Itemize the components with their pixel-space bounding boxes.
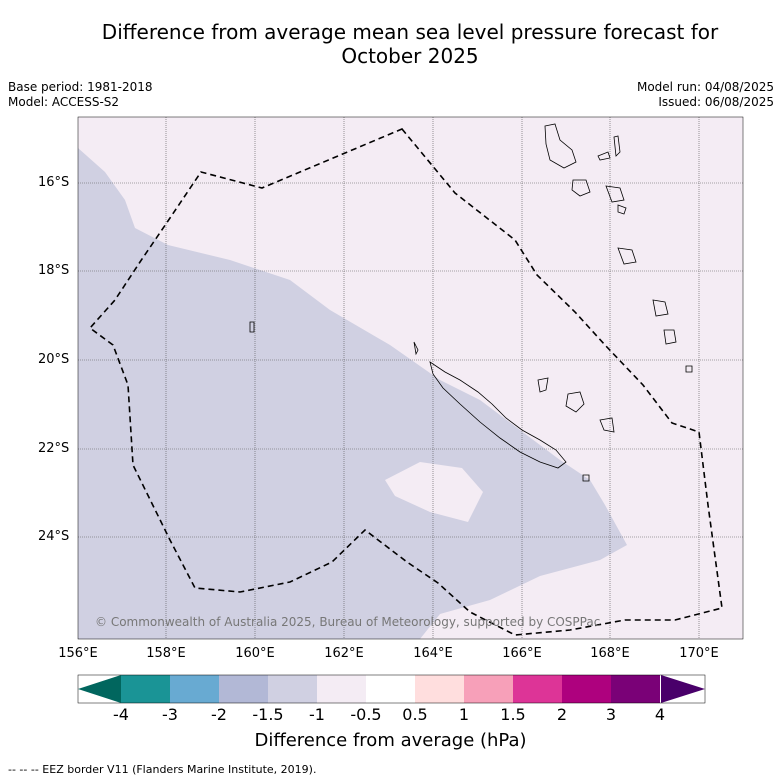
erromango-coast bbox=[617, 247, 637, 265]
model-info-left: Base period: 1981-2018 Model: ACCESS-S2 bbox=[8, 80, 153, 110]
efate-coast bbox=[605, 185, 625, 203]
colorbar-tick-label: -1.5 bbox=[252, 705, 284, 724]
chesterfield-coast bbox=[249, 321, 255, 333]
model-name: Model: ACCESS-S2 bbox=[8, 95, 120, 109]
vanuatu-coast-3 bbox=[613, 135, 621, 157]
lat-label-22s: 22°S bbox=[38, 441, 70, 456]
colorbar-over-arrow bbox=[661, 675, 705, 703]
lat-label-24s: 24°S bbox=[38, 529, 70, 544]
colorbar-segment bbox=[611, 675, 660, 703]
colorbar-segments bbox=[121, 675, 660, 703]
lon-label-162e: 162°E bbox=[324, 646, 364, 661]
lat-label-20s: 20°S bbox=[38, 352, 70, 367]
new-caledonia-coast bbox=[429, 361, 567, 469]
anomaly-island-minus1 bbox=[385, 462, 483, 522]
lon-label-166e: 166°E bbox=[502, 646, 542, 661]
colorbar-segment bbox=[219, 675, 268, 703]
colorbar-tick-label: -1 bbox=[309, 705, 325, 724]
model-info-right: Model run: 04/08/2025 Issued: 06/08/2025 bbox=[637, 80, 774, 110]
map-copyright: © Commonwealth of Australia 2025, Bureau… bbox=[95, 615, 600, 629]
coastlines bbox=[249, 123, 693, 482]
colorbar-tick-label: -3 bbox=[162, 705, 178, 724]
colorbar-tick-label: -4 bbox=[113, 705, 129, 724]
lon-label-160e: 160°E bbox=[235, 646, 275, 661]
colorbar-segment bbox=[513, 675, 562, 703]
colorbar-tick-label: -0.5 bbox=[350, 705, 382, 724]
map-title: Difference from average mean sea level p… bbox=[60, 20, 760, 68]
colorbar-tick-label: 4 bbox=[654, 705, 666, 724]
matthew-island-coast bbox=[582, 474, 590, 482]
colorbar-frame bbox=[77, 674, 706, 704]
vanuatu-coast-5 bbox=[617, 204, 627, 215]
colorbar-tick-label: -2 bbox=[211, 705, 227, 724]
lat-label-16s: 16°S bbox=[38, 175, 70, 190]
colorbar-tick-label: 3 bbox=[605, 705, 617, 724]
vanuatu-coast-8 bbox=[663, 329, 677, 345]
map-frame bbox=[77, 116, 744, 640]
colorbar-tick-label: 0.5 bbox=[402, 705, 428, 724]
colorbar-tick-label: 1 bbox=[458, 705, 470, 724]
lon-label-164e: 164°E bbox=[413, 646, 453, 661]
lon-label-158e: 158°E bbox=[146, 646, 186, 661]
santo-coast bbox=[544, 123, 577, 169]
colorbar-segment bbox=[464, 675, 513, 703]
model-run: Model run: 04/08/2025 bbox=[636, 80, 774, 94]
belep-islands-coast bbox=[413, 341, 419, 356]
anomaly-region-minus1-5 bbox=[78, 148, 627, 639]
base-period: Base period: 1981-2018 bbox=[8, 80, 153, 94]
colorbar-tick-label: 1.5 bbox=[500, 705, 526, 724]
colorbar-segment bbox=[121, 675, 170, 703]
lon-label-168e: 168°E bbox=[590, 646, 630, 661]
loyalty-islands-coast-2 bbox=[565, 391, 585, 413]
colorbar bbox=[77, 674, 706, 704]
colorbar-tick-label: 2 bbox=[556, 705, 568, 724]
eez-legend-note: -- -- -- EEZ border V11 (Flanders Marine… bbox=[8, 763, 317, 776]
lat-label-18s: 18°S bbox=[38, 263, 70, 278]
colorbar-segment bbox=[268, 675, 317, 703]
colorbar-segment bbox=[366, 675, 415, 703]
vanuatu-coast-2 bbox=[597, 151, 611, 161]
map-area: © Commonwealth of Australia 2025, Bureau… bbox=[78, 117, 743, 639]
loyalty-islands-coast-1 bbox=[537, 377, 549, 393]
colorbar-segment bbox=[170, 675, 219, 703]
tanna-coast bbox=[652, 299, 669, 317]
vanuatu-coast-9 bbox=[685, 365, 693, 373]
title-line-2: October 2025 bbox=[341, 44, 479, 68]
lon-label-156e: 156°E bbox=[58, 646, 98, 661]
colorbar-label: Difference from average (hPa) bbox=[254, 730, 527, 751]
gridlines bbox=[78, 117, 743, 639]
loyalty-islands-coast-3 bbox=[599, 417, 615, 433]
colorbar-segment bbox=[415, 675, 464, 703]
malekula-coast bbox=[571, 179, 591, 197]
lon-label-170e: 170°E bbox=[679, 646, 719, 661]
colorbar-under-arrow bbox=[78, 675, 121, 703]
title-line-1: Difference from average mean sea level p… bbox=[101, 20, 719, 44]
eez-border bbox=[88, 128, 723, 636]
colorbar-segment bbox=[317, 675, 366, 703]
colorbar-segment bbox=[562, 675, 611, 703]
issued-date: Issued: 06/08/2025 bbox=[658, 95, 774, 109]
